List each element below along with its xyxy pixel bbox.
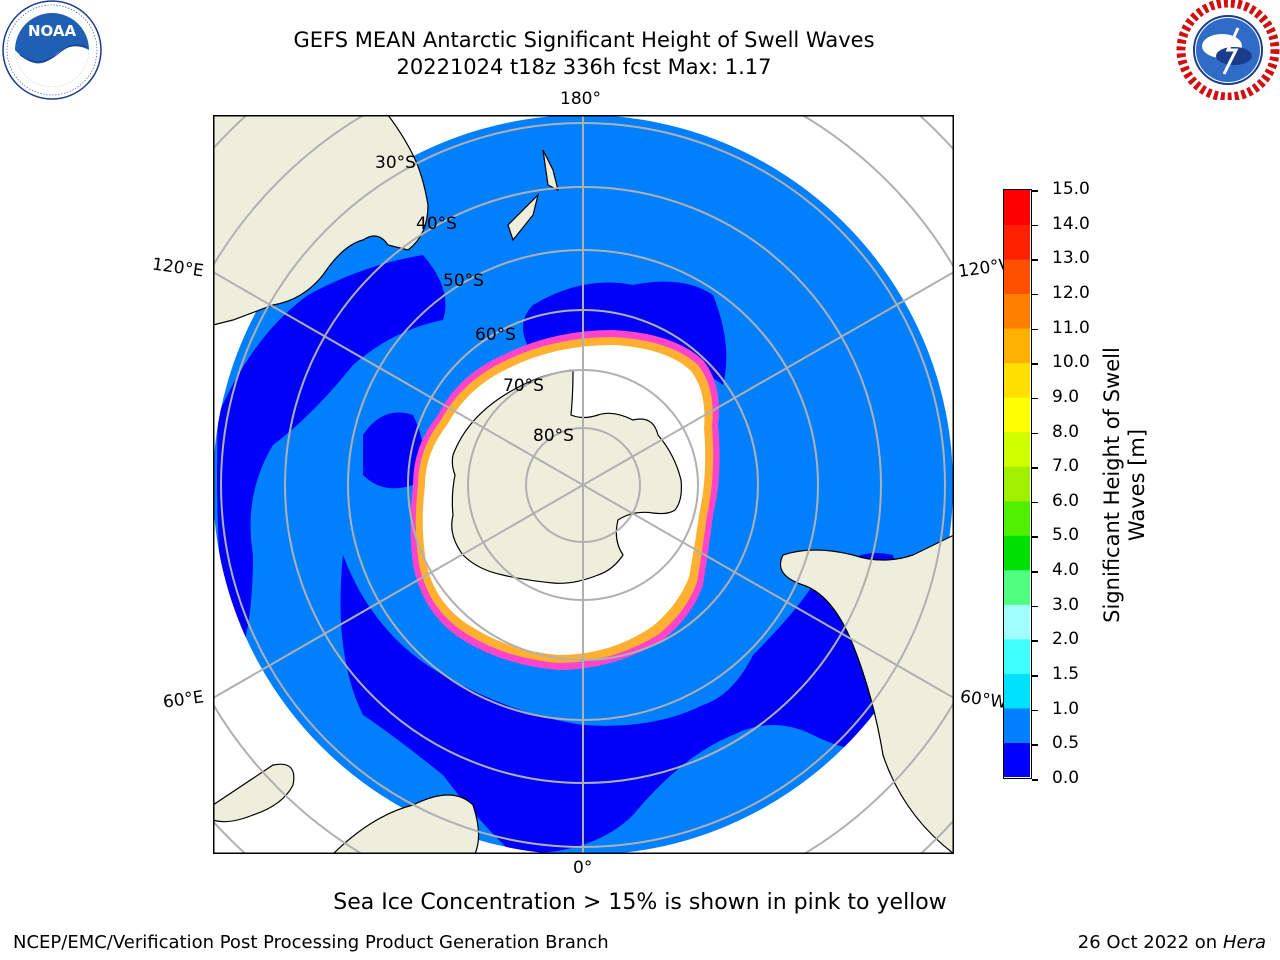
colorbar-title-line1: Significant Height of Swell: [1100, 347, 1124, 623]
south-america: [779, 534, 954, 854]
nws-logo: [1176, 0, 1280, 102]
colorbar-segment: [1004, 638, 1030, 674]
colorbar-tick-label: 13.0: [1052, 248, 1090, 269]
lat-label-80s: 80°S: [533, 426, 574, 446]
colorbar-segment: [1004, 466, 1030, 502]
colorbar-segment: [1004, 362, 1030, 398]
africa: [332, 794, 480, 854]
polar-map-svg: 30°S 40°S 50°S 60°S 70°S 80°S: [213, 115, 954, 854]
madagascar: [213, 763, 295, 823]
colorbar-tick-label: 1.5: [1052, 664, 1080, 685]
lon-label-0: 0°: [573, 858, 593, 878]
colorbar-title: Significant Height of Swell Waves [m]: [1100, 335, 1160, 635]
colorbar-tick: [1032, 467, 1038, 469]
colorbar-tick: [1032, 640, 1038, 642]
lat-label-70s: 70°S: [503, 376, 544, 396]
colorbar-tick-label: 10.0: [1052, 352, 1090, 373]
low-swell-zone: [340, 553, 907, 854]
lon-label-120e: 120°E: [150, 254, 205, 282]
colorbar-tick: [1032, 190, 1038, 192]
colorbar-segment: [1004, 397, 1030, 433]
host-label: Hera: [1222, 932, 1266, 953]
lat-label-50s: 50°S: [443, 271, 484, 291]
map-frame-border: [213, 115, 954, 854]
colorbar-tick-label: 0.5: [1052, 733, 1080, 754]
colorbar-tick: [1032, 259, 1038, 261]
colorbar-tick: [1032, 224, 1038, 227]
svg-text:NOAA: NOAA: [28, 22, 77, 40]
colorbar-tick-label: 14.0: [1052, 213, 1090, 234]
colorbar-segment: [1004, 259, 1030, 295]
date-text: 26 Oct 2022 on Hera: [1078, 932, 1266, 953]
low-swell-zone: [217, 255, 446, 675]
colorbar-segment: [1004, 328, 1030, 364]
colorbar-segment: [1004, 500, 1030, 536]
colorbar-tick-label: 7.0: [1052, 456, 1080, 477]
colorbar-tick-label: 0.0: [1052, 768, 1080, 788]
lat-label-30s: 30°S: [375, 153, 416, 173]
noaa-logo: NOAA: [0, 0, 105, 100]
colorbar-tick: [1032, 293, 1038, 296]
colorbar-tick: [1032, 363, 1038, 365]
colorbar-tick: [1032, 328, 1038, 331]
colorbar-tick-label: 4.0: [1052, 560, 1080, 581]
colorbar-tick: [1032, 675, 1038, 677]
longitude-grid: [213, 115, 954, 854]
colorbar-tick: [1032, 501, 1038, 504]
colorbar-tick: [1032, 536, 1038, 538]
colorbar-tick: [1032, 432, 1038, 435]
colorbar-segment: [1004, 742, 1030, 777]
map-subtitle: 20221024 t18z 336h fcst Max: 1.17: [396, 55, 772, 79]
colorbar-tick: [1032, 397, 1038, 400]
lon-label-60w: 60°W: [958, 686, 1009, 714]
colorbar-tick-label: 5.0: [1052, 525, 1080, 546]
colorbar-segment: [1004, 673, 1030, 709]
colorbar-segment: [1004, 431, 1030, 467]
colorbar-tick-label: 9.0: [1052, 386, 1080, 407]
lat-label-40s: 40°S: [416, 214, 457, 234]
colorbar-segment: [1004, 190, 1030, 226]
lon-label-180: 180°: [560, 89, 601, 109]
colorbar-tick-label: 6.0: [1052, 490, 1080, 511]
colorbar-title-line2: Waves [m]: [1125, 428, 1149, 542]
date-label: 26 Oct 2022 on: [1077, 932, 1218, 953]
colorbar-tick-label: 3.0: [1052, 594, 1080, 615]
colorbar-tick: [1032, 605, 1038, 608]
colorbar-tick-label: 1.0: [1052, 698, 1080, 719]
colorbar-segment: [1004, 569, 1030, 605]
map-title: GEFS MEAN Antarctic Significant Height o…: [293, 28, 875, 52]
colorbar-tick-label: 8.0: [1052, 421, 1080, 442]
colorbar-segment: [1004, 535, 1030, 571]
colorbar-segment: [1004, 224, 1030, 260]
colorbar-tick-label: 12.0: [1052, 282, 1090, 303]
lat-label-60s: 60°S: [475, 325, 516, 345]
colorbar-segment: [1004, 604, 1030, 640]
lon-label-60e: 60°E: [161, 687, 206, 713]
colorbar-tick: [1032, 779, 1038, 781]
colorbar-tick-label: 11.0: [1052, 317, 1090, 338]
credit-text: NCEP/EMC/Verification Post Processing Pr…: [13, 932, 609, 953]
colorbar-segment: [1004, 707, 1030, 743]
colorbar-segment: [1004, 293, 1030, 329]
colorbar-tick-label: 15.0: [1052, 179, 1090, 199]
polar-map: 30°S 40°S 50°S 60°S 70°S 80°S: [213, 115, 954, 854]
australia: [213, 115, 429, 326]
sea-ice-note: Sea Ice Concentration > 15% is shown in …: [333, 890, 947, 915]
colorbar-tick: [1032, 744, 1038, 746]
colorbar-tick: [1032, 571, 1038, 573]
colorbar: [1003, 189, 1032, 779]
new-zealand: [507, 149, 559, 242]
colorbar-tick-label: 2.0: [1052, 629, 1080, 650]
colorbar-tick: [1032, 709, 1038, 712]
